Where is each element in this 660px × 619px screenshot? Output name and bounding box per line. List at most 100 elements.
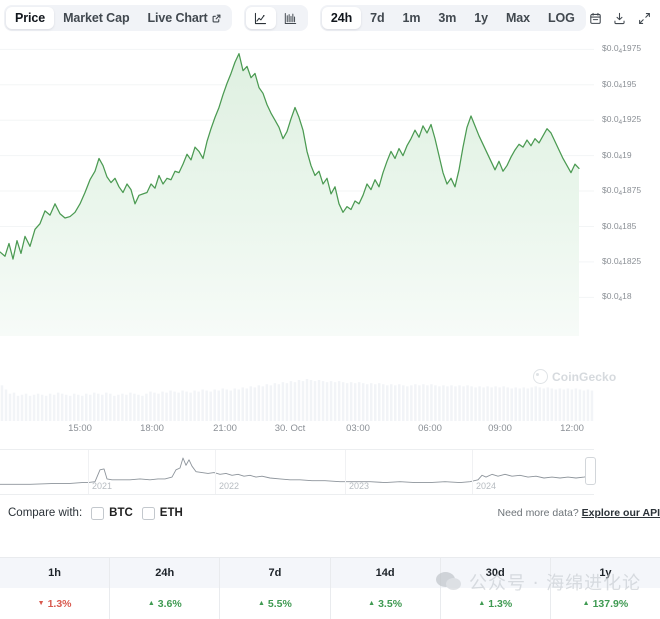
navigator-year-label: 2022 bbox=[218, 481, 240, 491]
volume-bar bbox=[341, 382, 345, 421]
range-navigator[interactable]: 2021 2022 2023 2024 bbox=[0, 449, 596, 495]
performance-value-cell: ▲ 5.5% bbox=[220, 588, 331, 619]
volume-bar bbox=[217, 390, 220, 421]
fullscreen-icon[interactable] bbox=[634, 5, 654, 31]
volume-bar bbox=[478, 386, 481, 421]
range-7d[interactable]: 7d bbox=[370, 11, 385, 25]
range-max[interactable]: Max bbox=[505, 11, 531, 25]
range-1m[interactable]: 1m bbox=[402, 11, 421, 25]
compare-checkbox-eth[interactable] bbox=[141, 506, 155, 520]
navigator-year-label: 2021 bbox=[91, 481, 113, 491]
volume-bar bbox=[466, 385, 469, 421]
volume-bar bbox=[522, 387, 525, 421]
x-axis: 15:00 18:00 21:00 30. Oct 03:00 06:00 09:00 12:… bbox=[0, 421, 594, 441]
volume-bar bbox=[225, 389, 228, 421]
x-axis-tick: 03:00 bbox=[346, 423, 370, 434]
volume-bar bbox=[442, 385, 445, 421]
volume-bar bbox=[36, 393, 40, 421]
volume-bar bbox=[574, 388, 578, 421]
volume-bar bbox=[454, 386, 457, 421]
line-chart-icon[interactable] bbox=[245, 7, 276, 29]
range-24h[interactable]: 24h bbox=[321, 7, 362, 29]
volume-bar bbox=[325, 382, 329, 421]
volume-bar bbox=[450, 385, 453, 421]
volume-bar bbox=[32, 394, 36, 421]
volume-bar bbox=[398, 384, 401, 421]
navigator-divider bbox=[472, 450, 473, 494]
volume-bar bbox=[253, 387, 257, 421]
performance-value-cell: ▲ 1.3% bbox=[441, 588, 551, 619]
volume-bar bbox=[494, 386, 497, 421]
volume-bar bbox=[566, 388, 570, 421]
volume-bar bbox=[377, 383, 381, 421]
volume-bar bbox=[498, 387, 501, 421]
performance-header-cell: 1h bbox=[0, 558, 111, 588]
calendar-icon[interactable] bbox=[586, 5, 606, 31]
volume-bar bbox=[193, 390, 196, 421]
volume-bar bbox=[153, 392, 156, 421]
range-3m[interactable]: 3m bbox=[438, 11, 457, 25]
performance-value-text: 1.3% bbox=[488, 597, 513, 610]
volume-bar bbox=[177, 392, 180, 421]
range-1y[interactable]: 1y bbox=[474, 11, 488, 25]
volume-chart bbox=[0, 373, 594, 421]
volume-bar bbox=[542, 388, 546, 421]
volume-bar bbox=[72, 393, 76, 421]
volume-bar bbox=[245, 388, 249, 421]
volume-bar bbox=[205, 390, 208, 421]
y-axis: $0.041975 $0.04195 $0.041925 $0.0419 $0.0418… bbox=[598, 36, 660, 346]
volume-bar bbox=[48, 393, 52, 421]
y-axis-tick: $0.04185 bbox=[602, 220, 637, 232]
y-axis-tick: $0.041975 bbox=[602, 43, 642, 55]
price-chart[interactable]: $0.041975 $0.04195 $0.041925 $0.0419 $0.0418… bbox=[0, 36, 660, 384]
volume-bar bbox=[482, 387, 485, 421]
navigator-price-line bbox=[0, 457, 594, 485]
compare-row: Compare with: BTC ETH Need more data? Ex… bbox=[0, 499, 660, 527]
tab-market-cap[interactable]: Market Cap bbox=[63, 11, 130, 25]
volume-bar bbox=[221, 388, 224, 421]
tab-live-chart[interactable]: Live Chart bbox=[138, 7, 229, 29]
tab-price[interactable]: Price bbox=[6, 7, 55, 29]
volume-bar bbox=[20, 394, 24, 421]
volume-bar bbox=[474, 387, 477, 421]
volume-bar bbox=[309, 380, 313, 421]
volume-bar bbox=[52, 394, 56, 421]
volume-bar bbox=[161, 391, 164, 421]
volume-bar bbox=[265, 384, 269, 421]
performance-header-cell: 30d bbox=[441, 558, 551, 588]
range-log[interactable]: LOG bbox=[548, 11, 575, 25]
navigator-right-handle[interactable] bbox=[585, 457, 596, 485]
external-link-icon bbox=[212, 14, 221, 23]
price-chart-plot[interactable] bbox=[0, 36, 594, 336]
compare-checkbox-btc[interactable] bbox=[91, 506, 105, 520]
volume-bar bbox=[201, 389, 204, 421]
volume-bar bbox=[329, 381, 333, 421]
volume-bar bbox=[357, 382, 361, 421]
triangle-up-icon: ▲ bbox=[147, 600, 155, 607]
performance-value-text: 1.3% bbox=[47, 597, 72, 610]
y-axis-tick: $0.0419 bbox=[602, 149, 632, 162]
candlestick-chart-icon[interactable] bbox=[276, 7, 306, 29]
volume-bar bbox=[64, 394, 68, 421]
volume-bar bbox=[249, 386, 253, 421]
volume-bar bbox=[510, 388, 513, 421]
performance-value-text: 3.5% bbox=[378, 597, 403, 610]
price-area bbox=[0, 53, 579, 336]
volume-bar bbox=[24, 393, 28, 421]
navigator-year-label: 2024 bbox=[475, 481, 497, 491]
chart-toolbar: Price Market Cap Live Chart bbox=[0, 0, 660, 36]
volume-bar bbox=[514, 387, 517, 421]
volume-bar bbox=[209, 391, 212, 421]
explore-api-link[interactable]: Explore our API bbox=[581, 507, 660, 519]
volume-bar bbox=[369, 383, 373, 421]
triangle-down-icon: ▼ bbox=[37, 600, 45, 607]
volume-bar bbox=[554, 389, 558, 421]
download-icon[interactable] bbox=[610, 5, 630, 31]
volume-bar bbox=[470, 386, 473, 421]
performance-value-text: 137.9% bbox=[592, 597, 629, 610]
volume-bar bbox=[105, 392, 108, 421]
volume-bar bbox=[125, 394, 128, 421]
volume-bar bbox=[237, 389, 241, 421]
volume-bar bbox=[173, 391, 176, 421]
compare-label-btc: BTC bbox=[109, 507, 133, 519]
